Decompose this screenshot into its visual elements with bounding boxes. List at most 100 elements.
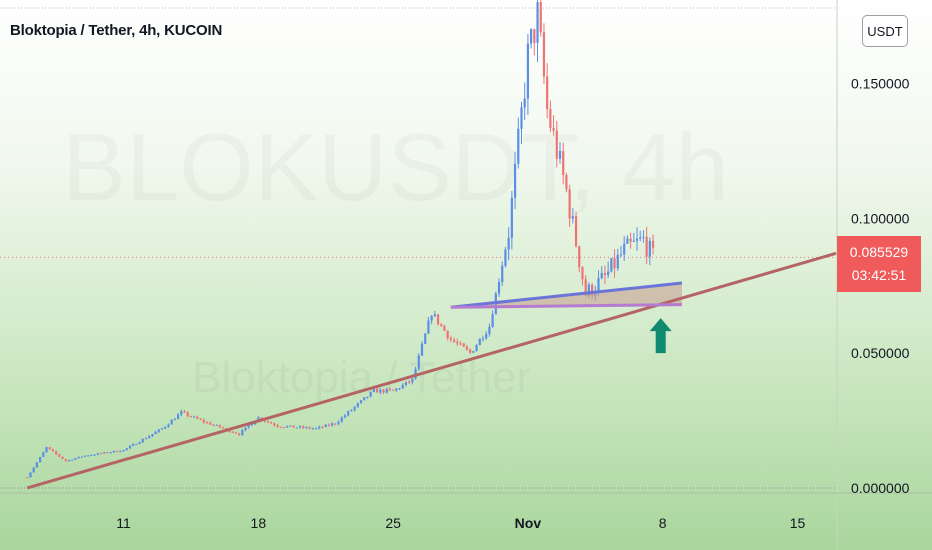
candle-body [343,415,347,418]
candle-body [193,416,196,418]
candle-body [507,237,510,250]
candle-body [286,426,289,428]
support-line[interactable] [450,303,682,309]
candle-body [282,427,286,429]
candle-body [651,240,655,248]
candle-body [176,414,180,420]
candle-body [452,339,456,342]
candle-body [212,424,215,426]
candle-body [366,396,369,398]
candle-body [157,429,160,432]
candle-body [67,460,71,462]
candle-body [411,378,414,383]
candle-body [234,432,237,434]
candle-body [26,477,29,479]
candle-body [536,2,539,43]
resistance-line[interactable] [450,281,683,309]
candle-body [106,452,109,454]
candle-body [74,458,77,460]
candle-body [337,421,340,425]
candle-body [497,282,501,294]
candle-body [122,449,125,452]
last-price-label: 0.085529 03:42:51 [837,236,921,292]
candle-body [546,76,549,110]
candle-body [119,451,122,453]
candle-body [186,412,189,416]
candle-body [635,238,639,241]
candle-body [417,355,420,369]
candle-body [279,426,282,428]
candle-body [584,279,587,296]
candle-body [199,418,202,420]
candle-body [237,433,241,436]
candle-body [639,237,642,239]
watermark: BLOKUSDT, 4h Bloktopia / Tether [192,353,531,402]
time-tick-label: 8 [659,515,667,531]
candle-body [619,254,623,256]
candle-body [324,424,327,428]
candle-body [202,419,205,423]
candle-body [433,314,436,317]
candle-body [221,427,225,429]
candle-body [35,462,38,468]
candle-body [414,368,417,379]
candle-body [170,419,173,425]
candle-body [302,426,305,428]
candle-body [218,424,221,428]
candle-body [80,456,83,458]
last-price-value: 0.085529 [849,244,909,260]
arrow-up-icon [649,318,672,354]
candle-body [128,445,132,449]
candle-body [379,389,382,393]
candle-body [542,32,546,77]
candle-body [436,314,440,324]
candle-body [568,189,571,219]
candle-body [61,456,64,459]
candle-body [359,400,363,404]
candle-body [276,425,279,427]
candle-body [645,236,648,257]
candle-body [180,411,183,415]
candle-body [292,425,295,428]
candle-body [93,454,96,456]
candle-body [440,323,443,326]
ascending-trendline[interactable] [26,251,837,490]
up-arrow-annotation[interactable] [649,318,672,354]
candle-body [623,243,626,255]
candle-body [562,150,565,175]
price-tick-label: 0.150000 [851,75,910,91]
candle-body [430,316,433,321]
candle-body [369,391,372,397]
currency-badge[interactable]: USDT [862,15,908,47]
candlesticks [26,0,655,479]
candle-body [401,384,404,389]
candle-body [51,449,55,452]
candle-body [231,431,234,433]
candle-body [334,423,337,425]
candle-body [215,424,218,426]
candle-body [626,238,629,244]
candle-body [148,436,151,439]
candle-body [462,343,465,347]
candle-body [603,273,607,276]
candle-body [273,423,276,426]
candle-body [289,425,292,427]
candle-body [520,107,523,129]
candle-body [167,424,170,427]
candle-body [311,428,314,430]
candle-body [48,447,51,450]
time-tick-label: 11 [116,515,131,531]
candle-body [135,444,138,446]
candle-body [513,163,517,198]
candle-body [112,450,116,453]
candle-body [363,397,366,401]
candle-body [340,417,343,422]
candle-body [87,455,90,457]
candle-body [558,150,562,159]
candle-body [388,388,392,390]
time-tick-label: 25 [385,515,401,531]
candle-body [375,388,379,393]
candle-body [103,452,106,454]
